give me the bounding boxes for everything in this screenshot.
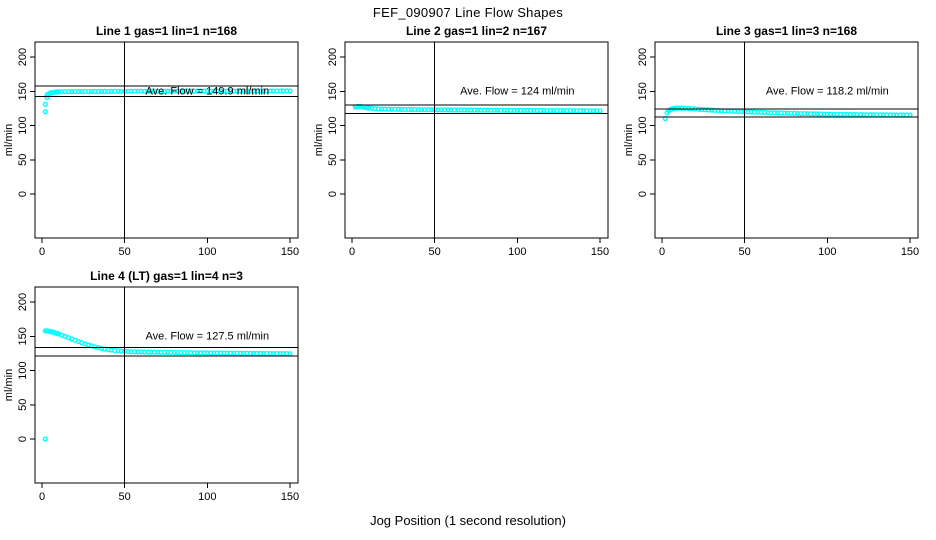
y-tick-label: 150 [327, 82, 339, 100]
x-tick-label: 50 [429, 246, 441, 258]
ave-flow-annotation: Ave. Flow = 124 ml/min [460, 86, 574, 98]
x-tick-label: 50 [739, 246, 751, 258]
ave-flow-annotation: Ave. Flow = 118.2 ml/min [766, 86, 889, 98]
plot-box [344, 41, 609, 239]
y-tick-label: 50 [637, 154, 649, 166]
y-tick-label: 0 [327, 191, 339, 197]
y-tick-label: 100 [327, 116, 339, 134]
x-tick-label: 150 [281, 246, 299, 258]
subplot-line-1: Line 1 gas=1 lin=1 n=168 0 50 100 150 0 50 100 1… [0, 10, 310, 266]
x-axis-label: Jog Position (1 second resolution) [370, 513, 566, 528]
x-tick-label: 100 [508, 246, 526, 258]
y-tick-label: 150 [17, 327, 29, 345]
subplot-title: Line 2 gas=1 lin=2 n=167 [406, 24, 547, 38]
x-tick-label: 150 [281, 491, 299, 503]
subplot-line-2: Line 2 gas=1 lin=2 n=167 0 50 100 150 0 50 100 1… [310, 10, 620, 266]
x-tick-label: 150 [901, 246, 919, 258]
y-axis-title: ml/min [3, 369, 15, 401]
x-tick-label: 100 [818, 246, 836, 258]
y-tick-label: 200 [327, 48, 339, 66]
y-axis-title: ml/min [623, 124, 635, 156]
subplot-line-4: Line 4 (LT) gas=1 lin=4 n=3 0 50 100 150 0 50 1… [0, 255, 310, 511]
y-tick-label: 200 [17, 48, 29, 66]
y-tick-label: 50 [17, 154, 29, 166]
subplot-title: Line 1 gas=1 lin=1 n=168 [96, 24, 237, 38]
x-tick-label: 0 [659, 246, 665, 258]
reference-lines [345, 42, 608, 238]
subplot-line-3: Line 3 gas=1 lin=3 n=168 0 50 100 150 0 50 100 1… [620, 10, 930, 266]
subplot-svg: Line 3 gas=1 lin=3 n=168 0 50 100 150 0 50 100 1… [623, 24, 919, 258]
data-points [352, 103, 603, 114]
y-tick-label: 50 [327, 154, 339, 166]
ave-flow-annotation: Ave. Flow = 149.9 ml/min [146, 86, 270, 98]
y-tick-label: 0 [17, 191, 29, 197]
y-tick-label: 200 [17, 293, 29, 311]
y-tick-label: 100 [17, 116, 29, 134]
y-tick-label: 50 [17, 399, 29, 411]
subplot-svg: Line 4 (LT) gas=1 lin=4 n=3 0 50 100 150 0 50 1… [3, 269, 299, 503]
axes: 0 50 100 150 0 50 100 150 200 [637, 48, 919, 258]
plot-box [654, 41, 919, 239]
y-tick-label: 200 [637, 48, 649, 66]
reference-lines [655, 42, 918, 238]
x-tick-label: 50 [119, 246, 131, 258]
plot-box [34, 41, 299, 239]
reference-lines [35, 42, 298, 238]
axes: 0 50 100 150 0 50 100 150 200 [327, 48, 609, 258]
y-tick-label: 0 [17, 436, 29, 442]
reference-lines [35, 287, 298, 483]
x-tick-label: 0 [39, 491, 45, 503]
y-tick-label: 100 [637, 116, 649, 134]
data-points [662, 105, 913, 122]
axes: 0 50 100 150 0 50 100 150 200 [17, 293, 299, 503]
x-tick-label: 50 [119, 491, 131, 503]
data-points [42, 88, 293, 115]
plot-box [34, 286, 299, 484]
x-tick-label: 100 [198, 246, 216, 258]
page-title: FEF_090907 Line Flow Shapes [372, 5, 564, 20]
subplot-title: Line 3 gas=1 lin=3 n=168 [716, 24, 857, 38]
subplot-title: Line 4 (LT) gas=1 lin=4 n=3 [90, 269, 243, 283]
subplot-svg: Line 2 gas=1 lin=2 n=167 0 50 100 150 0 50 100 1… [313, 24, 609, 258]
data-points [42, 328, 293, 442]
y-axis-title: ml/min [313, 124, 325, 156]
y-tick-label: 0 [637, 191, 649, 197]
x-tick-label: 150 [591, 246, 609, 258]
subplot-svg: Line 1 gas=1 lin=1 n=168 0 50 100 150 0 50 100 1… [3, 24, 299, 258]
y-axis-title: ml/min [3, 124, 15, 156]
y-tick-label: 100 [17, 361, 29, 379]
y-tick-label: 150 [17, 82, 29, 100]
x-tick-label: 100 [198, 491, 216, 503]
x-tick-label: 0 [349, 246, 355, 258]
axes: 0 50 100 150 0 50 100 150 200 [17, 48, 299, 258]
y-tick-label: 150 [637, 82, 649, 100]
ave-flow-annotation: Ave. Flow = 127.5 ml/min [146, 331, 270, 343]
x-tick-label: 0 [39, 246, 45, 258]
